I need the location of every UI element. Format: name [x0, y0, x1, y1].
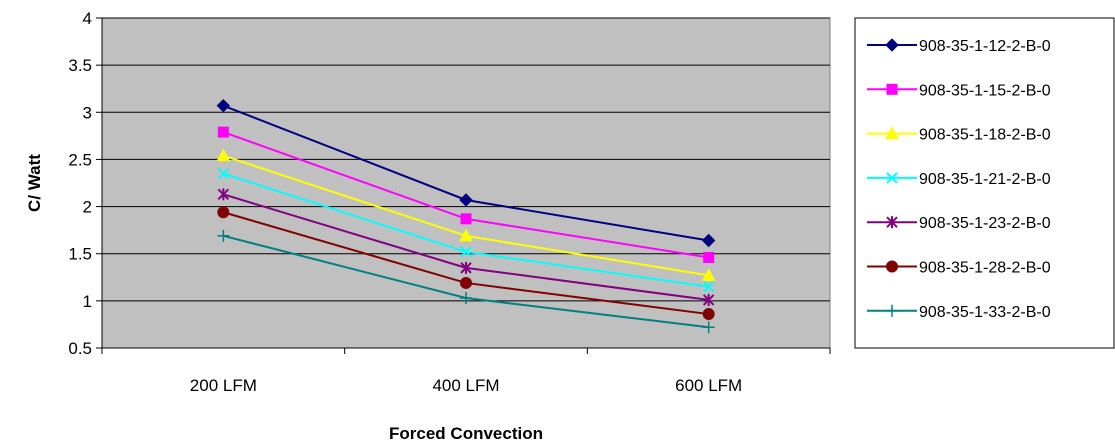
x-marker [217, 167, 230, 180]
legend-item: 908-35-1-15-2-B-0 [867, 82, 1051, 99]
series [217, 126, 715, 263]
legend-item: 908-35-1-21-2-B-0 [867, 171, 1051, 188]
y-axis-title: C/ Watt [25, 154, 44, 212]
legend-label: 908-35-1-23-2-B-0 [919, 215, 1051, 232]
y-tick-labels: 0.5 1 1.5 2 2.5 3 3.5 4 [68, 9, 92, 358]
y-tick-label: 2 [83, 198, 92, 217]
legend: 908-35-1-12-2-B-0 908-35-1-15-2-B-0 908-35… [854, 17, 1115, 349]
x-marker [886, 172, 898, 184]
y-tick-label: 4 [83, 9, 92, 28]
y-tick-label: 2.5 [68, 150, 92, 169]
plus-marker [886, 304, 898, 317]
diamond-marker [216, 98, 231, 113]
y-tick-label: 1.5 [68, 245, 92, 264]
triangle-marker [216, 148, 231, 162]
legend-label: 908-35-1-18-2-B-0 [919, 127, 1051, 144]
plus-marker [460, 292, 472, 305]
plus-marker [702, 321, 715, 334]
star-marker [460, 261, 472, 274]
legend-item: 908-35-1-28-2-B-0 [867, 260, 1051, 277]
triangle-marker [701, 268, 716, 281]
square-marker [217, 126, 229, 138]
legend-label: 908-35-1-28-2-B-0 [919, 260, 1051, 277]
legend-item: 908-35-1-12-2-B-0 [867, 38, 1051, 55]
circle-marker [217, 206, 230, 219]
legend-label: 908-35-1-12-2-B-0 [919, 38, 1051, 55]
legend-item: 908-35-1-23-2-B-0 [867, 215, 1051, 232]
legend-item: 908-35-1-18-2-B-0 [867, 126, 1051, 144]
diamond-marker [885, 38, 899, 52]
series [216, 148, 716, 281]
series [217, 206, 715, 321]
series [217, 229, 715, 334]
square-marker [460, 213, 472, 225]
legend-label: 908-35-1-21-2-B-0 [919, 171, 1051, 188]
legend-label: 908-35-1-15-2-B-0 [919, 82, 1051, 99]
y-tick-label: 1 [83, 292, 92, 311]
triangle-marker [459, 228, 473, 242]
x-axis-title: Forced Convection [389, 424, 543, 443]
legend-box [854, 17, 1115, 349]
diamond-marker [701, 233, 716, 248]
y-tick-label: 3.5 [68, 56, 92, 75]
y-tick-label: 0.5 [68, 339, 92, 358]
plus-marker [217, 229, 230, 242]
x-tick-labels: 200 LFM 400 LFM 600 LFM [190, 376, 742, 395]
x-marker [702, 281, 715, 293]
series [217, 167, 715, 293]
x-tick-label: 400 LFM [432, 376, 499, 395]
x-tick-label: 200 LFM [190, 376, 257, 395]
square-marker [886, 83, 898, 95]
triangle-marker [885, 126, 899, 140]
star-marker [702, 293, 715, 306]
series [217, 188, 715, 306]
circle-marker [886, 260, 898, 273]
circle-marker [460, 276, 472, 289]
star-marker [217, 188, 230, 201]
axes [101, 18, 831, 354]
legend-item: 908-35-1-33-2-B-0 [867, 304, 1051, 321]
x-marker [460, 246, 472, 258]
series [216, 98, 716, 248]
square-marker [703, 251, 715, 263]
legend-items: 908-35-1-12-2-B-0 908-35-1-15-2-B-0 908-35… [867, 38, 1051, 321]
diamond-marker [459, 193, 473, 207]
circle-marker [702, 308, 715, 321]
y-tick-label: 3 [83, 103, 92, 122]
star-marker [886, 216, 898, 229]
legend-label: 908-35-1-33-2-B-0 [919, 304, 1051, 321]
x-tick-label: 600 LFM [675, 376, 742, 395]
series-group [216, 98, 716, 334]
